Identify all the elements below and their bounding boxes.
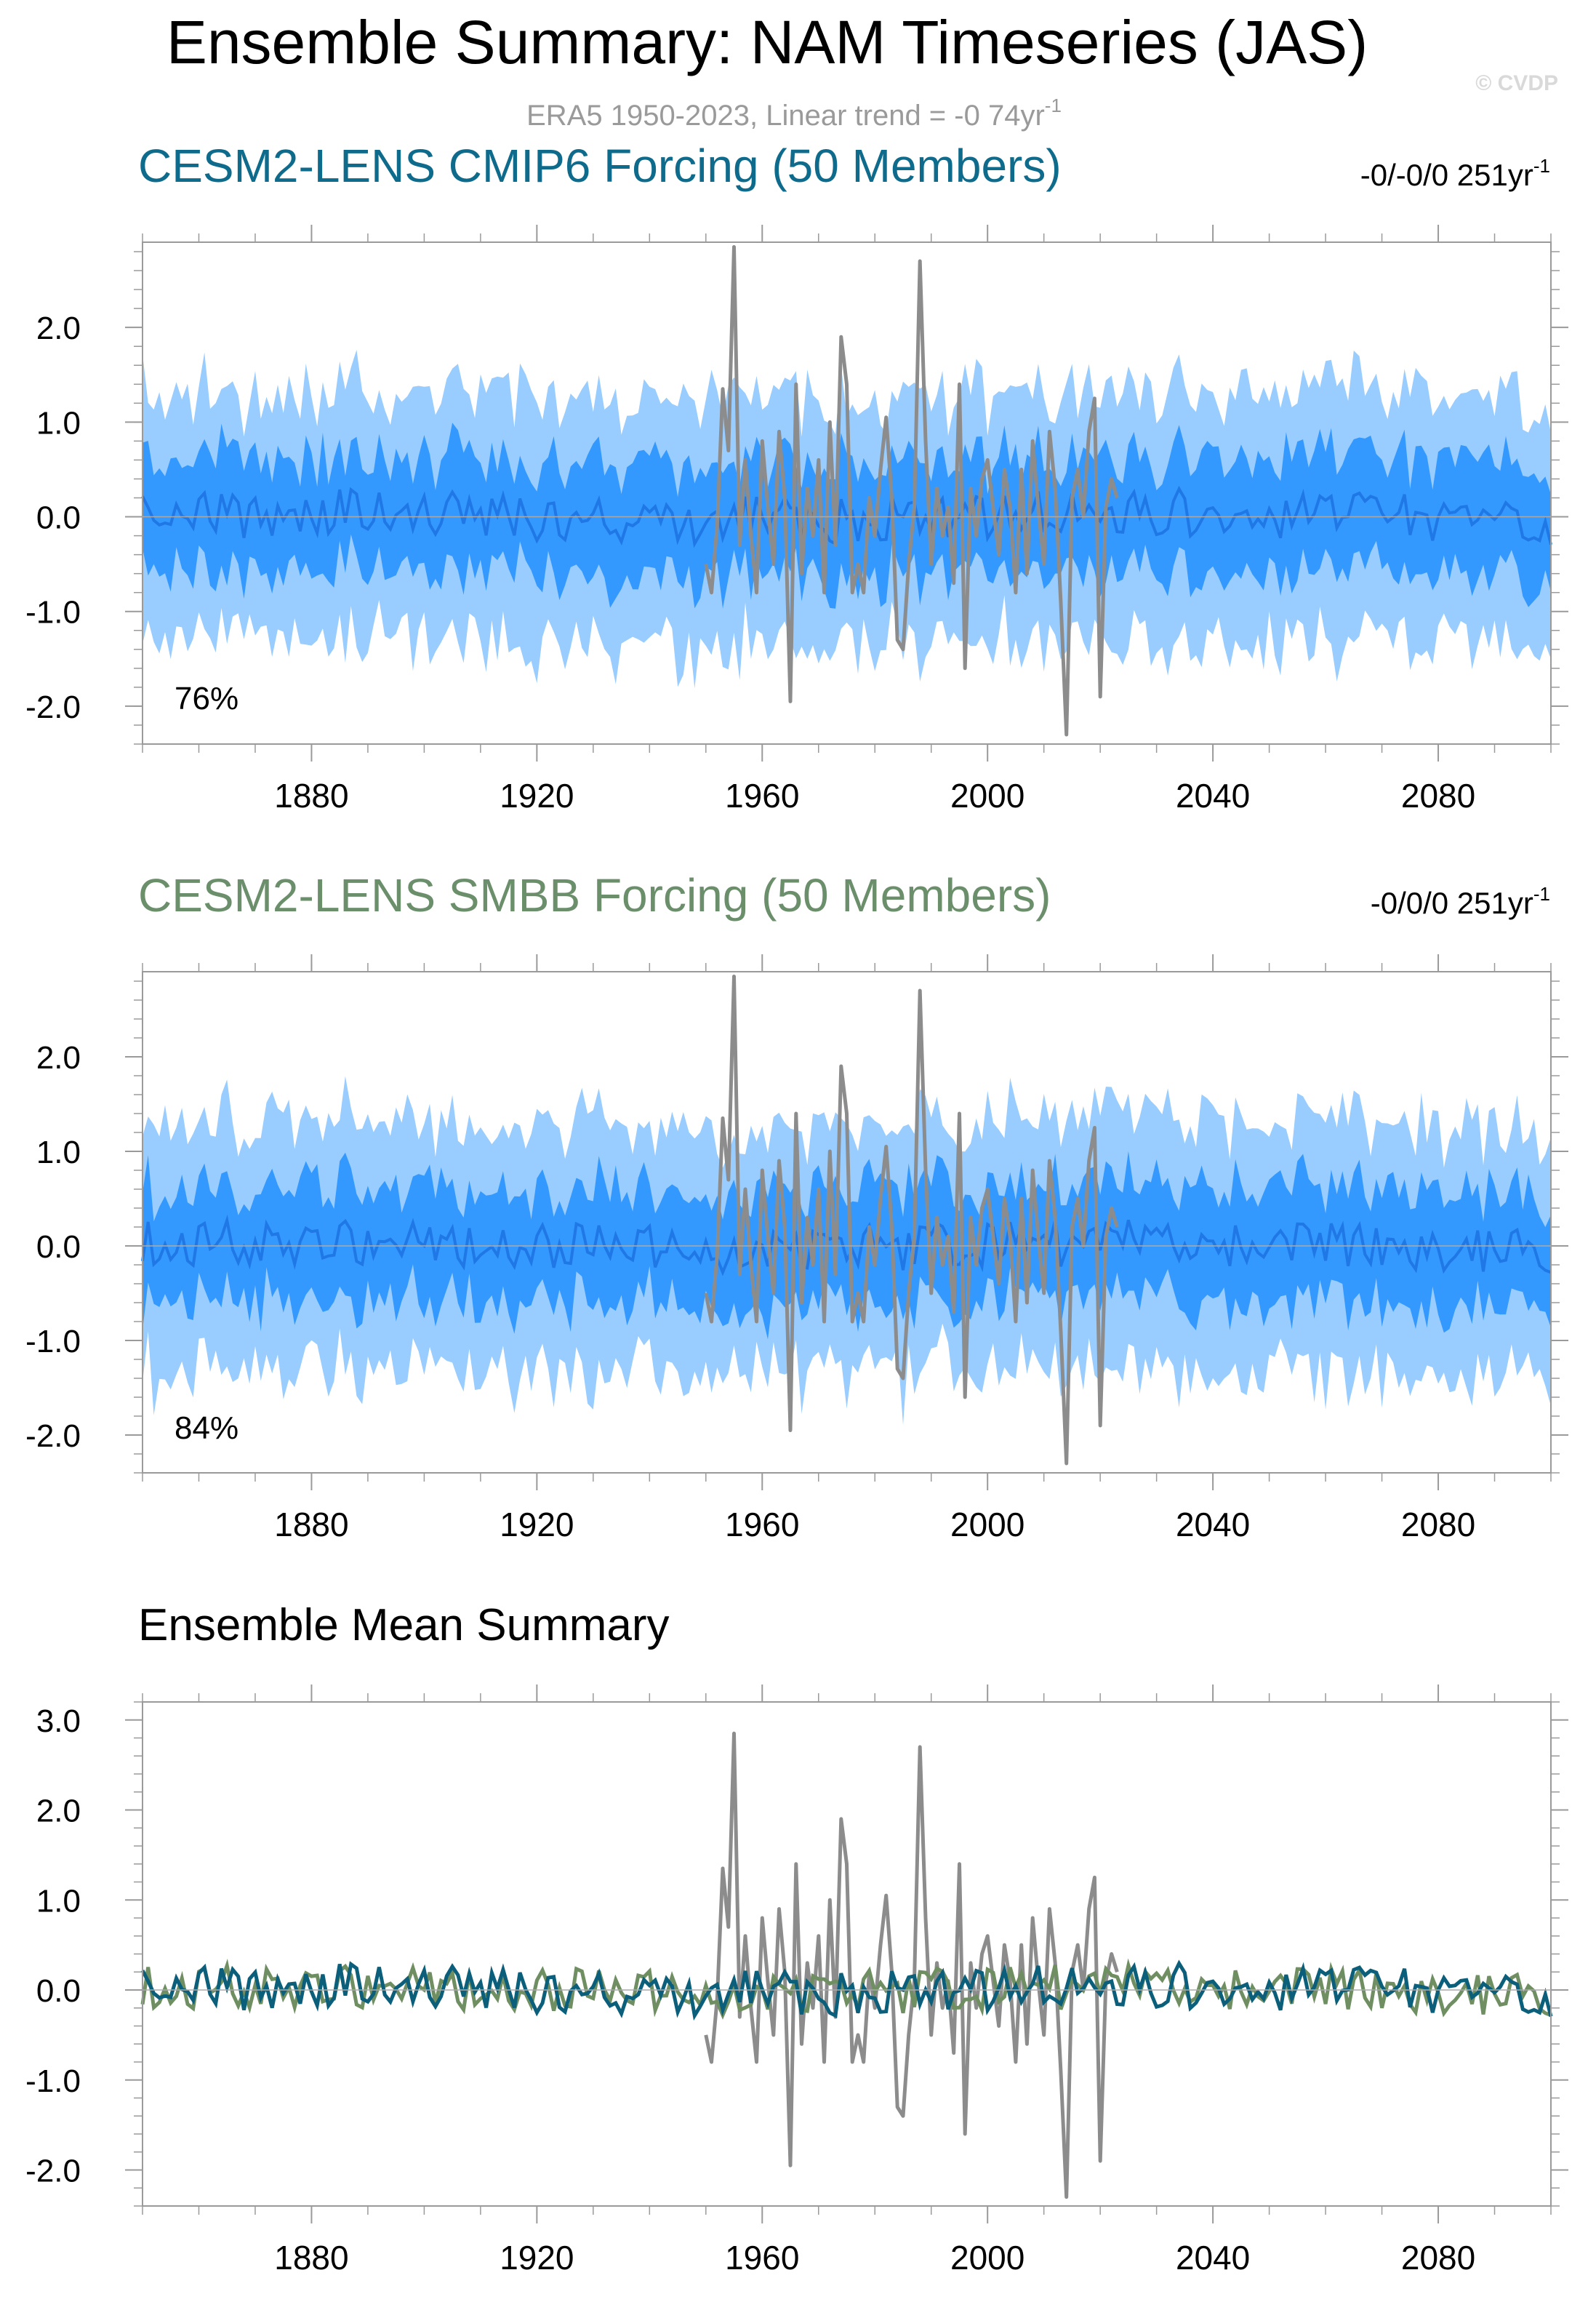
smbb-panel-title: CESM2-LENS SMBB Forcing (50 Members) xyxy=(138,869,1051,922)
smbb-percent-label: 84% xyxy=(175,1410,238,1446)
y-tick-label: 1.0 xyxy=(36,405,81,441)
page-title: Ensemble Summary: NAM Timeseries (JAS) xyxy=(167,8,1368,76)
y-tick-label: 0.0 xyxy=(36,1229,81,1265)
x-tick-label: 2000 xyxy=(950,2239,1024,2277)
y-tick-label: 3.0 xyxy=(36,1703,81,1739)
x-tick-label: 2040 xyxy=(1176,777,1250,815)
x-tick-label: 1960 xyxy=(725,1506,799,1543)
x-tick-label: 2040 xyxy=(1176,1506,1250,1543)
mean-summary-panel: Ensemble Mean Summary -2.0 -1.0 0.0 1.0 2.0 3… xyxy=(25,1600,1568,2277)
y-tick-label: -2.0 xyxy=(25,2154,81,2189)
x-tick-label: 1920 xyxy=(500,2239,574,2277)
y-tick-label: 0.0 xyxy=(36,1973,81,2009)
x-tick-label: 1960 xyxy=(725,2239,799,2277)
x-tick-label: 1880 xyxy=(274,2239,348,2277)
x-tick-label: 1920 xyxy=(500,777,574,815)
observations-line xyxy=(704,1731,1119,2199)
cmip6-plot-area: -2.0 -1.0 0.0 1.0 2.0 1880 1920 1960 2000 2040 208… xyxy=(25,225,1568,815)
observations-line xyxy=(704,245,1119,737)
y-tick-label: 2.0 xyxy=(36,311,81,346)
cmip6-panel: CESM2-LENS CMIP6 Forcing (50 Members) -0… xyxy=(25,140,1568,815)
y-tick-label: -2.0 xyxy=(25,690,81,725)
x-tick-label: 2000 xyxy=(950,1506,1024,1543)
plot-frame xyxy=(142,241,1552,745)
y-tick-label: -2.0 xyxy=(25,1418,81,1454)
smbb-panel: CESM2-LENS SMBB Forcing (50 Members) -0/… xyxy=(25,869,1568,1543)
inner-spread-band xyxy=(143,1151,1551,1340)
x-tick-label: 1920 xyxy=(500,1506,574,1543)
x-tick-label: 1880 xyxy=(274,1506,348,1543)
x-tick-label: 1960 xyxy=(725,777,799,815)
x-tick-label: 2000 xyxy=(950,777,1024,815)
cmip6-panel-title: CESM2-LENS CMIP6 Forcing (50 Members) xyxy=(138,140,1062,192)
x-tick-label: 2040 xyxy=(1176,2239,1250,2277)
y-tick-label: 1.0 xyxy=(36,1135,81,1170)
y-tick-label: -1.0 xyxy=(25,2063,81,2099)
observations-line xyxy=(704,975,1119,1466)
cmip6-percent-label: 76% xyxy=(175,681,238,716)
smbb-trend-label: -0/0/0 251yr-1 xyxy=(1371,883,1550,920)
smbb-plot-area: -2.0 -1.0 0.0 1.0 2.0 1880 1920 1960 2000 2040 208… xyxy=(25,954,1568,1543)
plot-frame xyxy=(142,971,1552,1474)
y-tick-label: 2.0 xyxy=(36,1794,81,1829)
cmip6-trend-label: -0/-0/0 251yr-1 xyxy=(1360,155,1550,192)
x-tick-label: 2080 xyxy=(1401,1506,1475,1543)
y-tick-label: 0.0 xyxy=(36,500,81,536)
y-tick-label: 2.0 xyxy=(36,1040,81,1076)
watermark: © CVDP xyxy=(1475,71,1558,95)
mean-summary-plot-area: -2.0 -1.0 0.0 1.0 2.0 3.0 1880 1920 1960 2000 2040… xyxy=(25,1684,1568,2277)
y-tick-label: -1.0 xyxy=(25,1324,81,1359)
cmip6-mean-line xyxy=(140,1959,1553,2021)
y-tick-label: 1.0 xyxy=(36,1883,81,1919)
y-tick-label: -1.0 xyxy=(25,595,81,631)
page-subtitle: ERA5 1950-2023, Linear trend = -0 74yr-1 xyxy=(526,95,1062,132)
ensemble-mean-line xyxy=(141,485,1552,548)
plot-frame xyxy=(142,1701,1552,2207)
x-tick-label: 2080 xyxy=(1401,2239,1475,2277)
mean-summary-title: Ensemble Mean Summary xyxy=(138,1600,670,1650)
x-tick-label: 1880 xyxy=(274,777,348,815)
x-tick-label: 2080 xyxy=(1401,777,1475,815)
